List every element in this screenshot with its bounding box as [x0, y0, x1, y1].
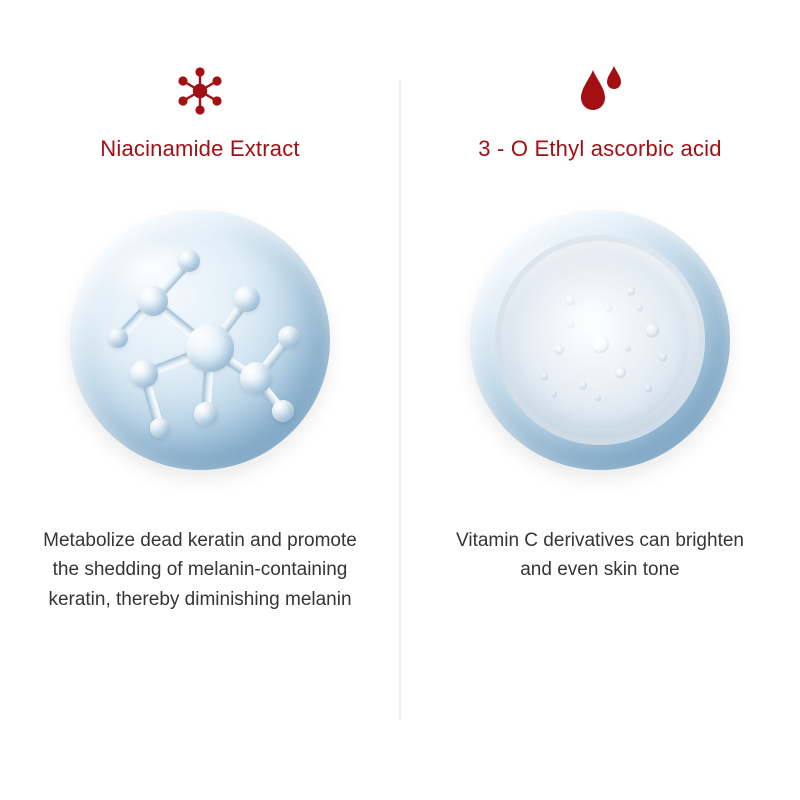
molecule-atom — [108, 328, 128, 348]
molecule-atom — [278, 326, 300, 348]
gel-bubble — [591, 335, 609, 353]
right-illustration-bubble — [470, 210, 730, 470]
left-description: Metabolize dead keratin and promote the … — [40, 526, 360, 614]
gel-bubble — [595, 395, 601, 401]
gel-bubble — [627, 287, 635, 295]
gel-bubble — [645, 385, 652, 392]
right-description: Vitamin C derivatives can brighten and e… — [440, 526, 760, 585]
molecule-atom — [150, 418, 170, 438]
gel-bubble — [659, 353, 667, 361]
water-drops-icon — [571, 60, 629, 122]
left-illustration-bubble — [70, 210, 330, 470]
molecule-diagram — [90, 230, 310, 450]
molecule-atom — [240, 362, 272, 394]
left-title: Niacinamide Extract — [100, 136, 299, 162]
left-column: Niacinamide Extract Metabolize dead kera… — [0, 0, 400, 800]
gel-bubble — [579, 381, 587, 389]
gel-bubble — [625, 345, 631, 351]
molecule-atom — [130, 360, 158, 388]
molecule-atom — [186, 324, 234, 372]
gel-bubble — [645, 323, 659, 337]
gel-bubble — [555, 345, 564, 354]
molecule-atom — [234, 286, 260, 312]
molecule-cluster-icon — [172, 60, 228, 122]
column-divider — [400, 80, 401, 720]
molecule-atom — [138, 286, 168, 316]
gel-bubble — [605, 305, 612, 312]
infographic-container: Niacinamide Extract Metabolize dead kera… — [0, 0, 800, 800]
gel-bubble — [615, 367, 626, 378]
molecule-atom — [194, 402, 218, 426]
right-title: 3 - O Ethyl ascorbic acid — [478, 136, 721, 162]
gel-bubble — [567, 321, 574, 328]
gel-bubble — [551, 391, 557, 397]
gel-bubble — [637, 305, 643, 311]
right-column: 3 - O Ethyl ascorbic acid Vitamin C deri… — [400, 0, 800, 800]
gel-dish — [495, 235, 705, 445]
gel-bubble — [565, 295, 575, 305]
molecule-atom — [272, 400, 294, 422]
gel-bubble — [541, 373, 548, 380]
molecule-atom — [178, 250, 200, 272]
